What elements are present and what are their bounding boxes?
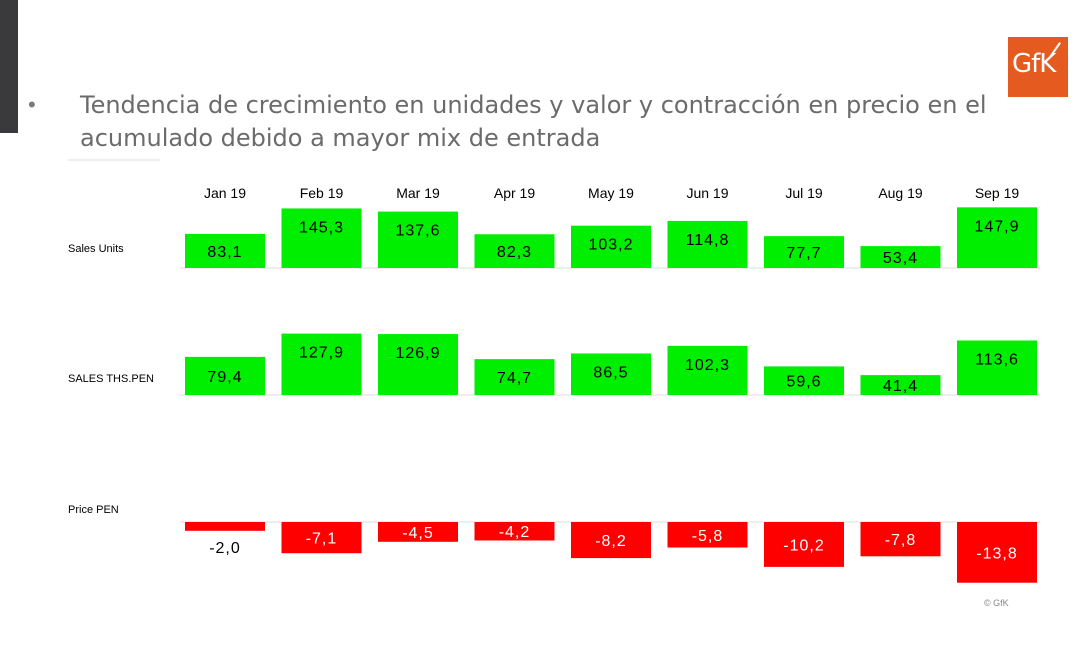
data-label: -2,0: [209, 540, 241, 557]
month-header: Sep 19: [975, 185, 1020, 201]
data-label: -4,5: [402, 525, 434, 542]
month-header: May 19: [588, 185, 634, 201]
bar-negative: [571, 522, 651, 559]
bar-positive: [378, 334, 458, 395]
bar-positive: [764, 366, 844, 395]
month-header: Jul 19: [785, 185, 823, 201]
slide-edge-bar: [0, 0, 18, 133]
bar-positive: [474, 359, 555, 395]
data-label: -4,2: [499, 524, 531, 541]
row-label: Price PEN: [68, 504, 119, 516]
data-label: 102,3: [685, 357, 730, 374]
bar-positive: [185, 233, 265, 268]
bar-positive: [957, 207, 1037, 268]
bar-negative: [957, 522, 1037, 583]
month-header: Mar 19: [396, 185, 440, 201]
bar-positive: [185, 356, 265, 395]
data-label: -13,8: [976, 545, 1017, 562]
row-label: Sales Units: [68, 243, 124, 255]
data-label: 147,9: [974, 218, 1019, 235]
bar-positive: [571, 225, 651, 268]
bar-positive: [860, 375, 941, 395]
data-label: 103,2: [588, 237, 633, 254]
bar-positive: [281, 333, 362, 395]
month-header: Aug 19: [878, 185, 923, 201]
bullet-point: •: [28, 92, 36, 117]
bar-positive: [957, 340, 1037, 395]
bar-positive: [860, 246, 941, 268]
bar-negative: [185, 522, 265, 531]
slide-headline: Tendencia de crecimiento en unidades y v…: [80, 91, 987, 152]
data-label: 74,7: [497, 370, 532, 387]
bar-negative: [378, 522, 458, 542]
bar-positive: [281, 208, 362, 268]
bar-negative: [474, 522, 555, 541]
month-header: Jun 19: [686, 185, 728, 201]
data-label: 86,5: [593, 364, 628, 381]
bar-positive: [378, 211, 458, 268]
data-label: 82,3: [497, 244, 532, 261]
bar-negative: [281, 522, 362, 554]
data-label: 145,3: [299, 219, 344, 236]
data-label: 77,7: [786, 245, 821, 262]
data-label: -8,2: [595, 533, 627, 550]
bar-positive: [764, 236, 844, 268]
logo-text: GfK: [1012, 49, 1056, 79]
data-label: 83,1: [207, 244, 242, 261]
bar-negative: [667, 522, 748, 548]
data-label: 59,6: [786, 374, 821, 391]
row-label: SALES THS.PEN: [68, 373, 154, 385]
bar-negative: [860, 522, 941, 557]
data-label: 137,6: [395, 223, 440, 240]
data-label: -5,8: [692, 528, 724, 545]
data-label: -7,1: [306, 531, 338, 548]
data-label: 114,8: [686, 232, 730, 249]
data-label: 113,6: [975, 351, 1019, 368]
bar-negative: [764, 522, 844, 567]
gfk-logo: GfK: [1008, 37, 1068, 97]
bar-positive: [474, 234, 555, 268]
data-label: 126,9: [395, 345, 440, 362]
data-label: 127,9: [299, 345, 344, 362]
month-header: Feb 19: [300, 185, 344, 201]
bar-positive: [571, 353, 651, 395]
data-label: 53,4: [883, 250, 918, 267]
month-header: Apr 19: [494, 185, 535, 201]
data-label: -7,8: [885, 532, 917, 549]
bar-positive: [667, 345, 748, 395]
copyright-text: © GfK: [984, 598, 1009, 608]
bar-positive: [667, 220, 748, 268]
data-label: 41,4: [883, 378, 918, 395]
month-header: Jan 19: [204, 185, 246, 201]
data-label: -10,2: [783, 537, 824, 554]
data-label: 79,4: [207, 369, 242, 386]
